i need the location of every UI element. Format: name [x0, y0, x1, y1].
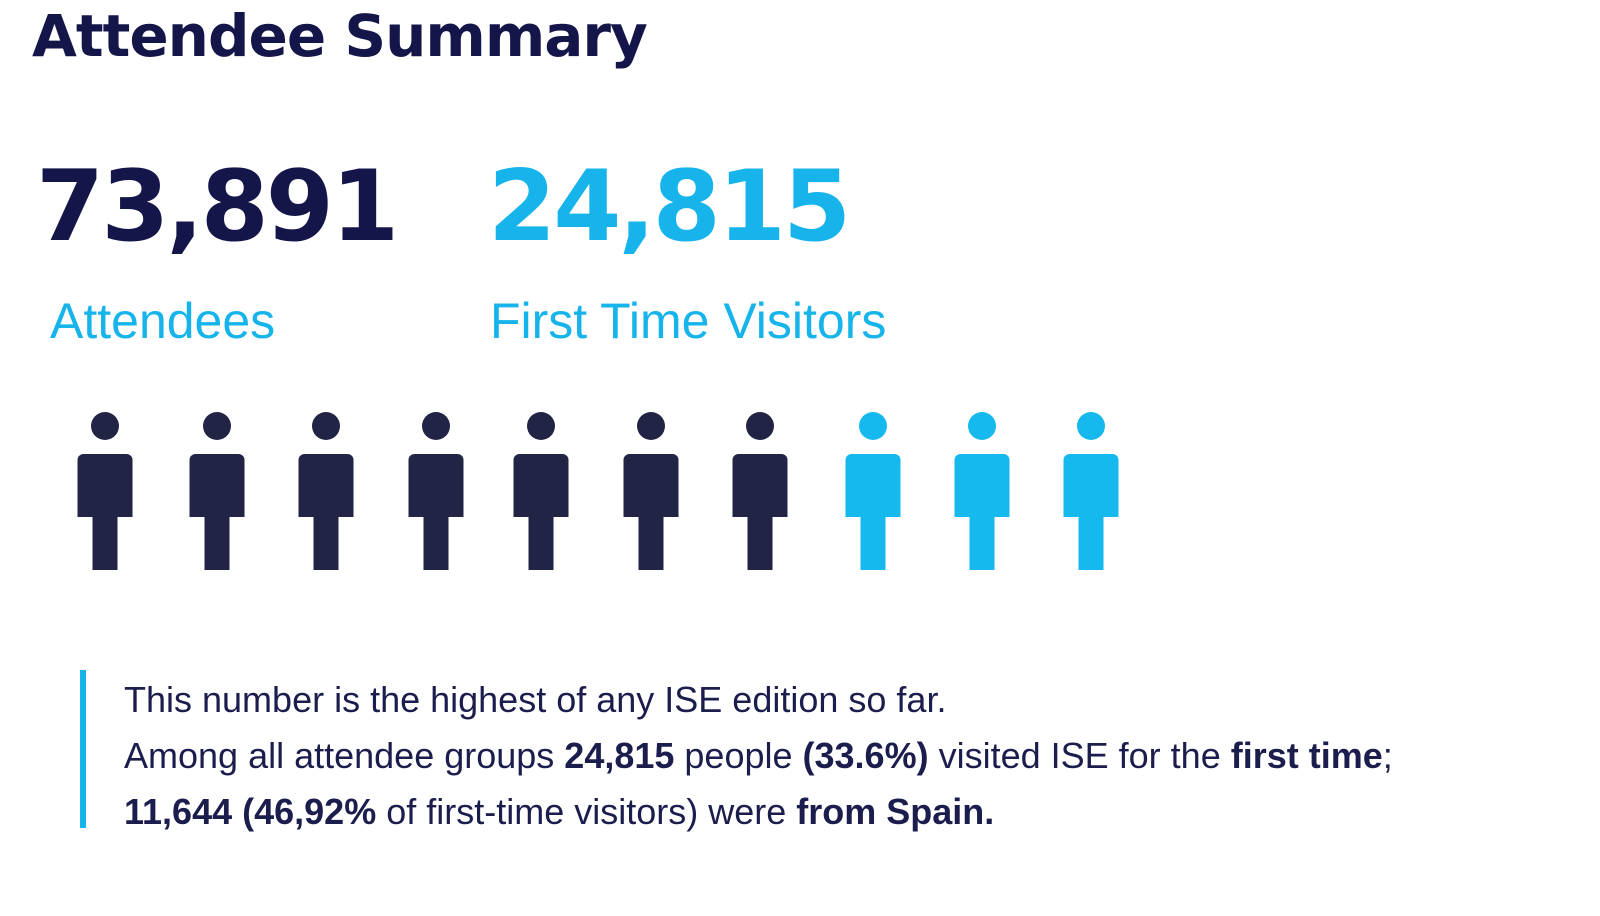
text: Among all attendee groups: [124, 735, 565, 776]
bold-text: from Spain.: [796, 791, 995, 832]
bold-text: (33.6%): [802, 735, 929, 776]
note-paragraph: Among all attendee groups 24,815 people …: [124, 728, 1404, 840]
person-icon: [189, 412, 245, 570]
person-icon: [732, 412, 788, 570]
text: ;: [1382, 735, 1403, 776]
stat-value: 73,891: [36, 150, 399, 264]
bold-text: first time: [1230, 735, 1383, 776]
person-icon: [408, 412, 464, 570]
person-icon: [298, 412, 354, 570]
people-icons: [77, 412, 1119, 570]
text: people: [674, 735, 803, 776]
person-icon: [1063, 412, 1119, 570]
note: This number is the highest of any ISE ed…: [124, 672, 1404, 840]
stat-value: 24,815: [488, 150, 851, 264]
note-line: This number is the highest of any ISE ed…: [124, 679, 947, 720]
person-icon: [954, 412, 1010, 570]
person-icon: [513, 412, 569, 570]
person-icon: [845, 412, 901, 570]
person-icon: [623, 412, 679, 570]
text: visited ISE for the: [928, 735, 1231, 776]
stat-label: Attendees: [50, 293, 276, 349]
quote-bar: [80, 670, 86, 828]
person-icon: [77, 412, 133, 570]
stat-label: First Time Visitors: [490, 293, 887, 349]
bold-text: 24,815: [564, 735, 675, 776]
text: of first-time visitors) were: [376, 791, 797, 832]
bold-text: 11,644 (46,92%: [124, 791, 377, 832]
page-title: Attendee Summary: [32, 2, 648, 70]
